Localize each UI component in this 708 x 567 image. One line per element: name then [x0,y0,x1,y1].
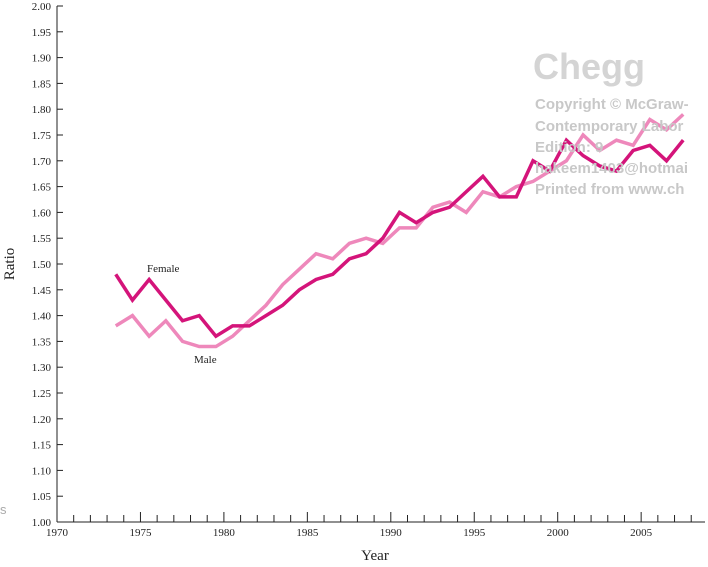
x-tick-label: 1995 [463,527,486,539]
y-tick-label: 1.90 [32,53,52,65]
y-tick-label: 1.65 [32,182,52,194]
x-tick-label: 1990 [380,527,403,539]
y-tick-label: 1.25 [32,388,52,400]
y-tick-label: 1.00 [32,517,52,529]
watermark-line: hakeem1403@hotmai [535,160,689,177]
y-tick-label: 1.80 [32,104,52,116]
x-tick-label: 1985 [296,527,319,539]
y-axis-label: Ratio [2,248,18,281]
y-tick-label: 1.60 [32,207,52,219]
y-tick-label: 1.45 [32,285,52,297]
x-tick-label: 2000 [547,527,570,539]
x-tick-label: 1980 [213,527,236,539]
y-tick-label: 1.35 [32,336,52,348]
x-axis-label: Year [361,548,389,564]
watermark-line: Edition: 9 [535,139,604,156]
x-tick-label: 1975 [129,527,152,539]
y-tick-label: 1.30 [32,362,52,374]
male-annotation: Male [194,354,217,366]
y-tick-label: 1.55 [32,233,52,245]
chegg-logo-watermark: Chegg [533,46,645,87]
x-tick-label: 2005 [630,527,653,539]
watermark-line: Copyright © McGraw- [535,96,689,113]
y-tick-label: 1.40 [32,311,52,323]
watermark-line: Printed from www.ch [535,181,685,198]
watermark-line: Contemporary Labor [535,118,684,135]
y-tick-label: 1.85 [32,78,52,90]
y-tick-label: 1.95 [32,27,52,39]
y-tick-label: 1.75 [32,130,52,142]
y-tick-label: 2.00 [32,1,52,13]
y-tick-label: 1.05 [32,491,52,503]
y-tick-label: 1.50 [32,259,52,271]
y-tick-label: 1.10 [32,465,52,477]
x-tick-label: 1970 [46,527,69,539]
y-tick-label: 1.70 [32,156,52,168]
y-tick-label: 1.15 [32,440,52,452]
female-annotation: Female [147,263,179,275]
y-tick-label: 1.20 [32,414,52,426]
cropped-text-fragment: s [0,502,7,517]
